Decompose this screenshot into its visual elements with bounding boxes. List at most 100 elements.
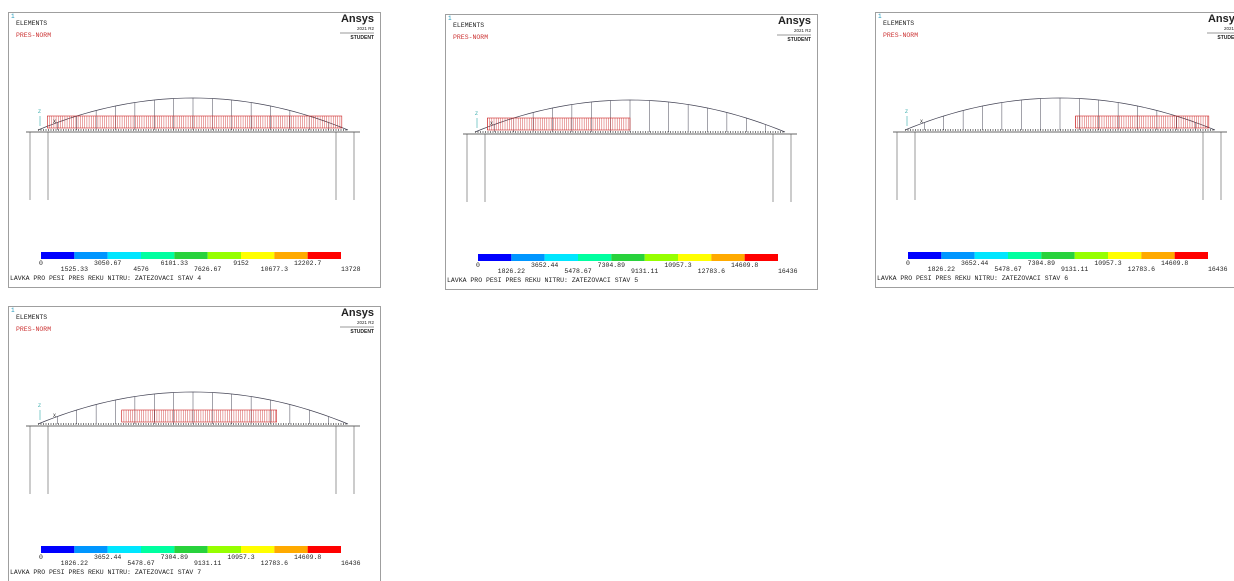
window-number: 1 (11, 13, 15, 20)
logo-edition: STUDENT (1217, 35, 1234, 41)
legend-swatch (208, 546, 241, 553)
plot-title: ELEMENTS (16, 20, 47, 27)
legend-label: 9131.11 (194, 560, 221, 567)
legend-swatch (941, 252, 974, 259)
legend-label: 16436 (778, 268, 798, 275)
legend-swatch (645, 254, 678, 261)
legend-label: 10957.3 (664, 262, 691, 269)
legend-label: 10677.3 (261, 266, 288, 273)
axis-x-label: X (490, 121, 493, 127)
legend-label: 1826.22 (928, 266, 955, 273)
plot-caption: LAVKA PRO PESI PRES REKU NITRU: ZATEZOVA… (10, 275, 201, 282)
legend-label: 7304.89 (598, 262, 625, 269)
legend-label: 0 (476, 262, 480, 269)
logo-version: 2021 R2 (357, 320, 375, 325)
legend-label: 10957.3 (227, 554, 254, 561)
plot-title: ELEMENTS (453, 22, 484, 29)
legend-label: 4576 (133, 266, 149, 273)
legend-label: 1826.22 (61, 560, 88, 567)
plot-subtitle: PRES-NORM (883, 32, 918, 39)
logo-version: 2021 R2 (357, 26, 375, 31)
plot-title: ELEMENTS (883, 20, 914, 27)
legend-swatch (308, 546, 341, 553)
legend-swatch (108, 546, 141, 553)
legend-swatch (745, 254, 778, 261)
logo-edition: STUDENT (350, 35, 374, 41)
legend-label: 12783.6 (1128, 266, 1155, 273)
plot-caption: LAVKA PRO PESI PRES REKU NITRU: ZATEZOVA… (10, 569, 201, 576)
window-number: 1 (11, 307, 15, 314)
legend-label: 10957.3 (1094, 260, 1121, 267)
legend-swatch (208, 252, 241, 259)
axis-x-label: X (920, 119, 923, 125)
legend-swatch (174, 252, 207, 259)
logo-edition: STUDENT (787, 37, 811, 43)
legend-swatch (908, 252, 941, 259)
legend-label: 6101.33 (161, 260, 188, 267)
legend-label: 0 (39, 554, 43, 561)
plot-caption: LAVKA PRO PESI PRES REKU NITRU: ZATEZOVA… (447, 277, 638, 284)
plot-title: ELEMENTS (16, 314, 47, 321)
window-number: 1 (878, 13, 882, 20)
legend-swatch (975, 252, 1008, 259)
legend-label: 1826.22 (498, 268, 525, 275)
legend-label: 1525.33 (61, 266, 88, 273)
panel-frame (446, 15, 818, 290)
page: 1ELEMENTSPRES-NORMAnsys2021 R2STUDENTZX0… (0, 0, 1234, 581)
legend-label: 12202.7 (294, 260, 321, 267)
panel-frame (9, 13, 381, 288)
legend-swatch (1141, 252, 1174, 259)
legend-swatch (1041, 252, 1074, 259)
legend-swatch (1008, 252, 1041, 259)
legend-label: 14609.8 (1161, 260, 1188, 267)
logo-edition: STUDENT (350, 329, 374, 335)
legend-label: 9131.11 (631, 268, 658, 275)
window-number: 1 (448, 15, 452, 22)
legend-label: 12783.6 (698, 268, 725, 275)
legend-swatch (1075, 252, 1108, 259)
screenshot: 1ELEMENTSPRES-NORMAnsys2021 R2STUDENTZX0… (0, 0, 1234, 581)
axis-z-label: Z (38, 109, 41, 115)
legend-label: 3652.44 (94, 554, 121, 561)
plot-subtitle: PRES-NORM (453, 34, 488, 41)
legend-label: 3652.44 (531, 262, 558, 269)
legend-swatch (241, 546, 274, 553)
panel-frame (876, 13, 1234, 288)
logo-version: 2021 R2 (1224, 26, 1234, 31)
legend-label: 3652.44 (961, 260, 988, 267)
logo: Ansys (1208, 13, 1234, 25)
legend-label: 16436 (341, 560, 361, 567)
legend-label: 0 (39, 260, 43, 267)
legend-label: 9152 (233, 260, 249, 267)
legend-swatch (41, 252, 74, 259)
legend-label: 7626.67 (194, 266, 221, 273)
legend-label: 0 (906, 260, 910, 267)
legend-swatch (478, 254, 511, 261)
axis-z-label: Z (905, 109, 908, 115)
plot-subtitle: PRES-NORM (16, 32, 51, 39)
legend-swatch (241, 252, 274, 259)
legend-swatch (274, 252, 307, 259)
axis-x-label: X (53, 413, 56, 419)
legend-swatch (611, 254, 644, 261)
legend-swatch (141, 546, 174, 553)
legend-label: 5478.67 (994, 266, 1021, 273)
legend-swatch (1175, 252, 1208, 259)
legend-swatch (711, 254, 744, 261)
legend-label: 7304.89 (1028, 260, 1055, 267)
legend-label: 14609.8 (294, 554, 321, 561)
legend-label: 5478.67 (564, 268, 591, 275)
legend-swatch (545, 254, 578, 261)
legend-label: 13728 (341, 266, 361, 273)
logo: Ansys (778, 15, 811, 27)
legend-label: 9131.11 (1061, 266, 1088, 273)
logo: Ansys (341, 307, 374, 319)
legend-swatch (678, 254, 711, 261)
logo-version: 2021 R2 (794, 28, 812, 33)
axis-z-label: Z (38, 403, 41, 409)
legend-swatch (41, 546, 74, 553)
axis-x-label: X (53, 119, 56, 125)
